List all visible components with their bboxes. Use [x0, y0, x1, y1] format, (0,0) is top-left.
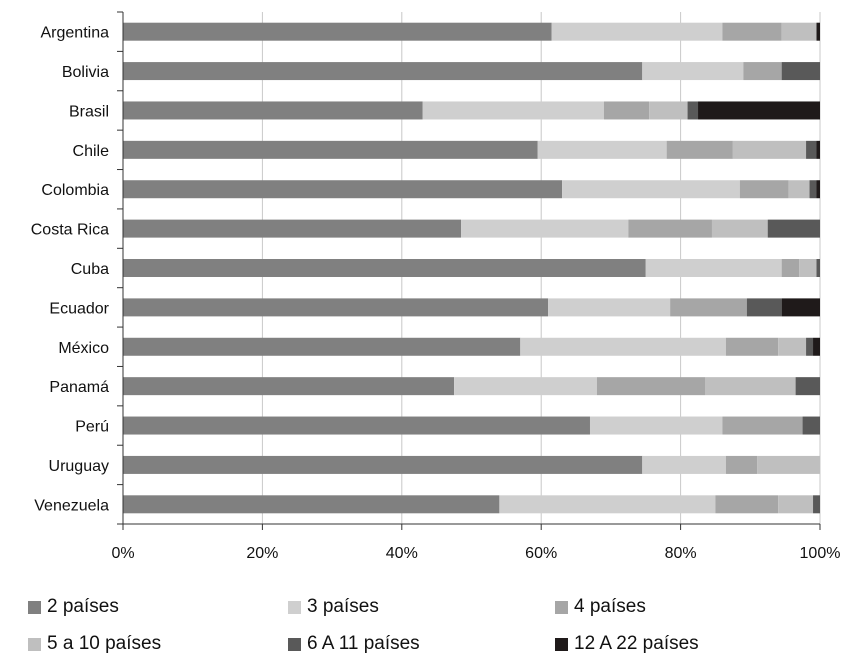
- bar-segment: [799, 259, 817, 277]
- bar-segment: [711, 219, 768, 238]
- bar-segment: [781, 22, 817, 41]
- bar-segment: [743, 62, 782, 81]
- category-label: Uruguay: [49, 458, 109, 475]
- bar-segment: [698, 101, 820, 120]
- bar-segment: [537, 140, 667, 159]
- x-tick-label: 0%: [111, 545, 134, 562]
- category-label: Panamá: [49, 379, 109, 396]
- bar-segment: [123, 455, 643, 474]
- bar-segment: [795, 377, 820, 396]
- x-tick-label: 20%: [246, 545, 278, 562]
- bar-segment: [666, 140, 733, 159]
- bar-segment: [551, 22, 723, 41]
- bar-segment: [746, 298, 782, 317]
- bar-segment: [123, 140, 538, 159]
- bar-segment: [722, 416, 803, 435]
- bar-segment: [725, 455, 758, 474]
- bar-segment: [454, 377, 597, 396]
- bar-segment: [642, 62, 744, 81]
- category-label: Venezuela: [34, 497, 109, 514]
- bar-segment: [642, 455, 726, 474]
- bar-segment: [781, 62, 820, 81]
- bar-segment: [806, 140, 817, 159]
- bars: [123, 22, 820, 514]
- bar-segment: [123, 101, 423, 120]
- x-tick-label: 80%: [665, 545, 697, 562]
- category-label: Perú: [75, 419, 109, 436]
- category-labels: Argentina Bolivia Brasil Chile Colombia Costa…: [31, 25, 110, 515]
- category-label: Argentina: [41, 25, 110, 42]
- bar-segment: [813, 495, 820, 514]
- bar-segment: [778, 495, 814, 514]
- category-label: Bolivia: [62, 64, 109, 81]
- bar-segment: [778, 337, 807, 356]
- bar-segment: [123, 495, 500, 514]
- bar-segment: [589, 416, 723, 435]
- bar-segment: [422, 101, 604, 120]
- bar-segment: [816, 140, 820, 159]
- bar-segment: [499, 495, 716, 514]
- bar-segment: [781, 298, 820, 317]
- bar-segment: [757, 455, 820, 474]
- x-tick-label: 40%: [386, 545, 418, 562]
- bar-segment: [813, 337, 820, 356]
- axes: [117, 11, 821, 530]
- bar-segment: [802, 416, 820, 435]
- category-label: Colombia: [41, 182, 109, 199]
- bar-segment: [123, 298, 549, 317]
- bar-segment: [123, 337, 521, 356]
- bar-segment: [520, 337, 726, 356]
- bar-segment: [123, 416, 590, 435]
- bar-segment: [461, 219, 629, 238]
- bar-segment: [739, 180, 789, 199]
- bar-segment: [123, 180, 563, 199]
- bar-segment: [123, 219, 462, 238]
- bar-segment: [123, 62, 643, 81]
- bar-segment: [781, 259, 800, 277]
- bar-segment: [596, 377, 705, 396]
- tick-labels: 0% 20% 40% 60% 80% 100%: [111, 545, 840, 562]
- bar-segment: [649, 101, 688, 120]
- bar-segment: [722, 22, 782, 41]
- bar-segment: [123, 259, 646, 277]
- bar-segment: [123, 377, 455, 396]
- x-tick-label: 60%: [525, 545, 557, 562]
- bar-segment: [123, 22, 552, 41]
- category-label: Brasil: [69, 103, 109, 120]
- x-tick-label: 100%: [800, 545, 841, 562]
- bar-segment: [628, 219, 712, 238]
- category-label: México: [58, 340, 109, 357]
- bar-segment: [816, 22, 820, 41]
- bar-segment: [725, 337, 779, 356]
- bar-segment: [715, 495, 779, 514]
- bar-segment: [732, 140, 807, 159]
- category-label: Cuba: [71, 261, 109, 278]
- bar-segment: [704, 377, 796, 396]
- category-label: Ecuador: [49, 300, 109, 317]
- bar-segment: [809, 180, 817, 199]
- bar-segment: [687, 101, 699, 120]
- bar-segment: [603, 101, 650, 120]
- bar-segment: [562, 180, 740, 199]
- bar-segment: [645, 259, 782, 277]
- bar-segment: [816, 259, 820, 277]
- bar-segment: [767, 219, 820, 238]
- bar-segment: [816, 180, 820, 199]
- bar-segment: [548, 298, 671, 317]
- category-label: Chile: [73, 143, 110, 160]
- category-label: Costa Rica: [31, 222, 109, 239]
- bar-segment: [670, 298, 747, 317]
- bar-segment: [806, 337, 814, 356]
- bar-segment: [788, 180, 810, 199]
